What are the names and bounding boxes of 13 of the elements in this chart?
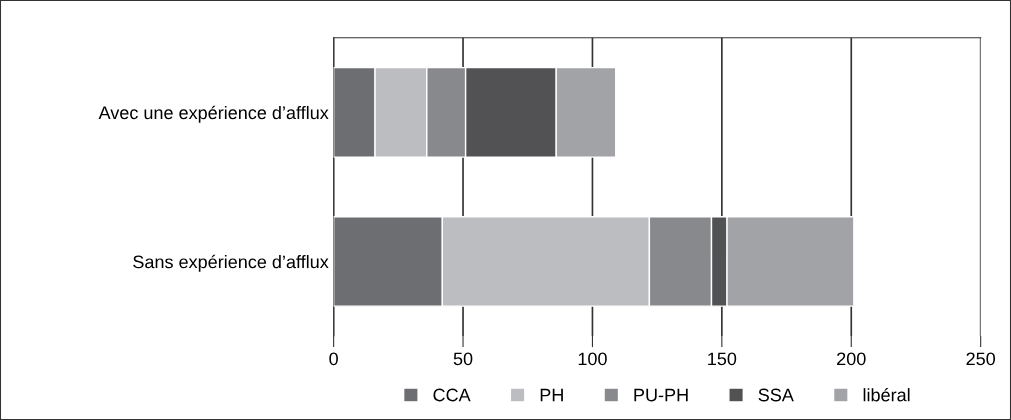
x-tick-label: 0 xyxy=(329,352,338,366)
legend-label: PH xyxy=(540,388,563,402)
legend-label: libéral xyxy=(863,387,910,402)
legend-label: SSA xyxy=(758,388,794,402)
x-tick-label: 100 xyxy=(578,352,607,366)
x-tick-label: 50 xyxy=(453,352,473,366)
y-tick-label: Sans expérience d’afflux xyxy=(133,254,329,272)
x-tick-label: 150 xyxy=(708,352,737,366)
legend-label: PU-PH xyxy=(634,388,688,402)
x-tick-label: 250 xyxy=(966,352,996,366)
x-tick-label: 200 xyxy=(837,352,866,366)
legend-label: CCA xyxy=(433,388,471,402)
y-tick-label: Avec une expérience d’afflux xyxy=(98,105,329,123)
